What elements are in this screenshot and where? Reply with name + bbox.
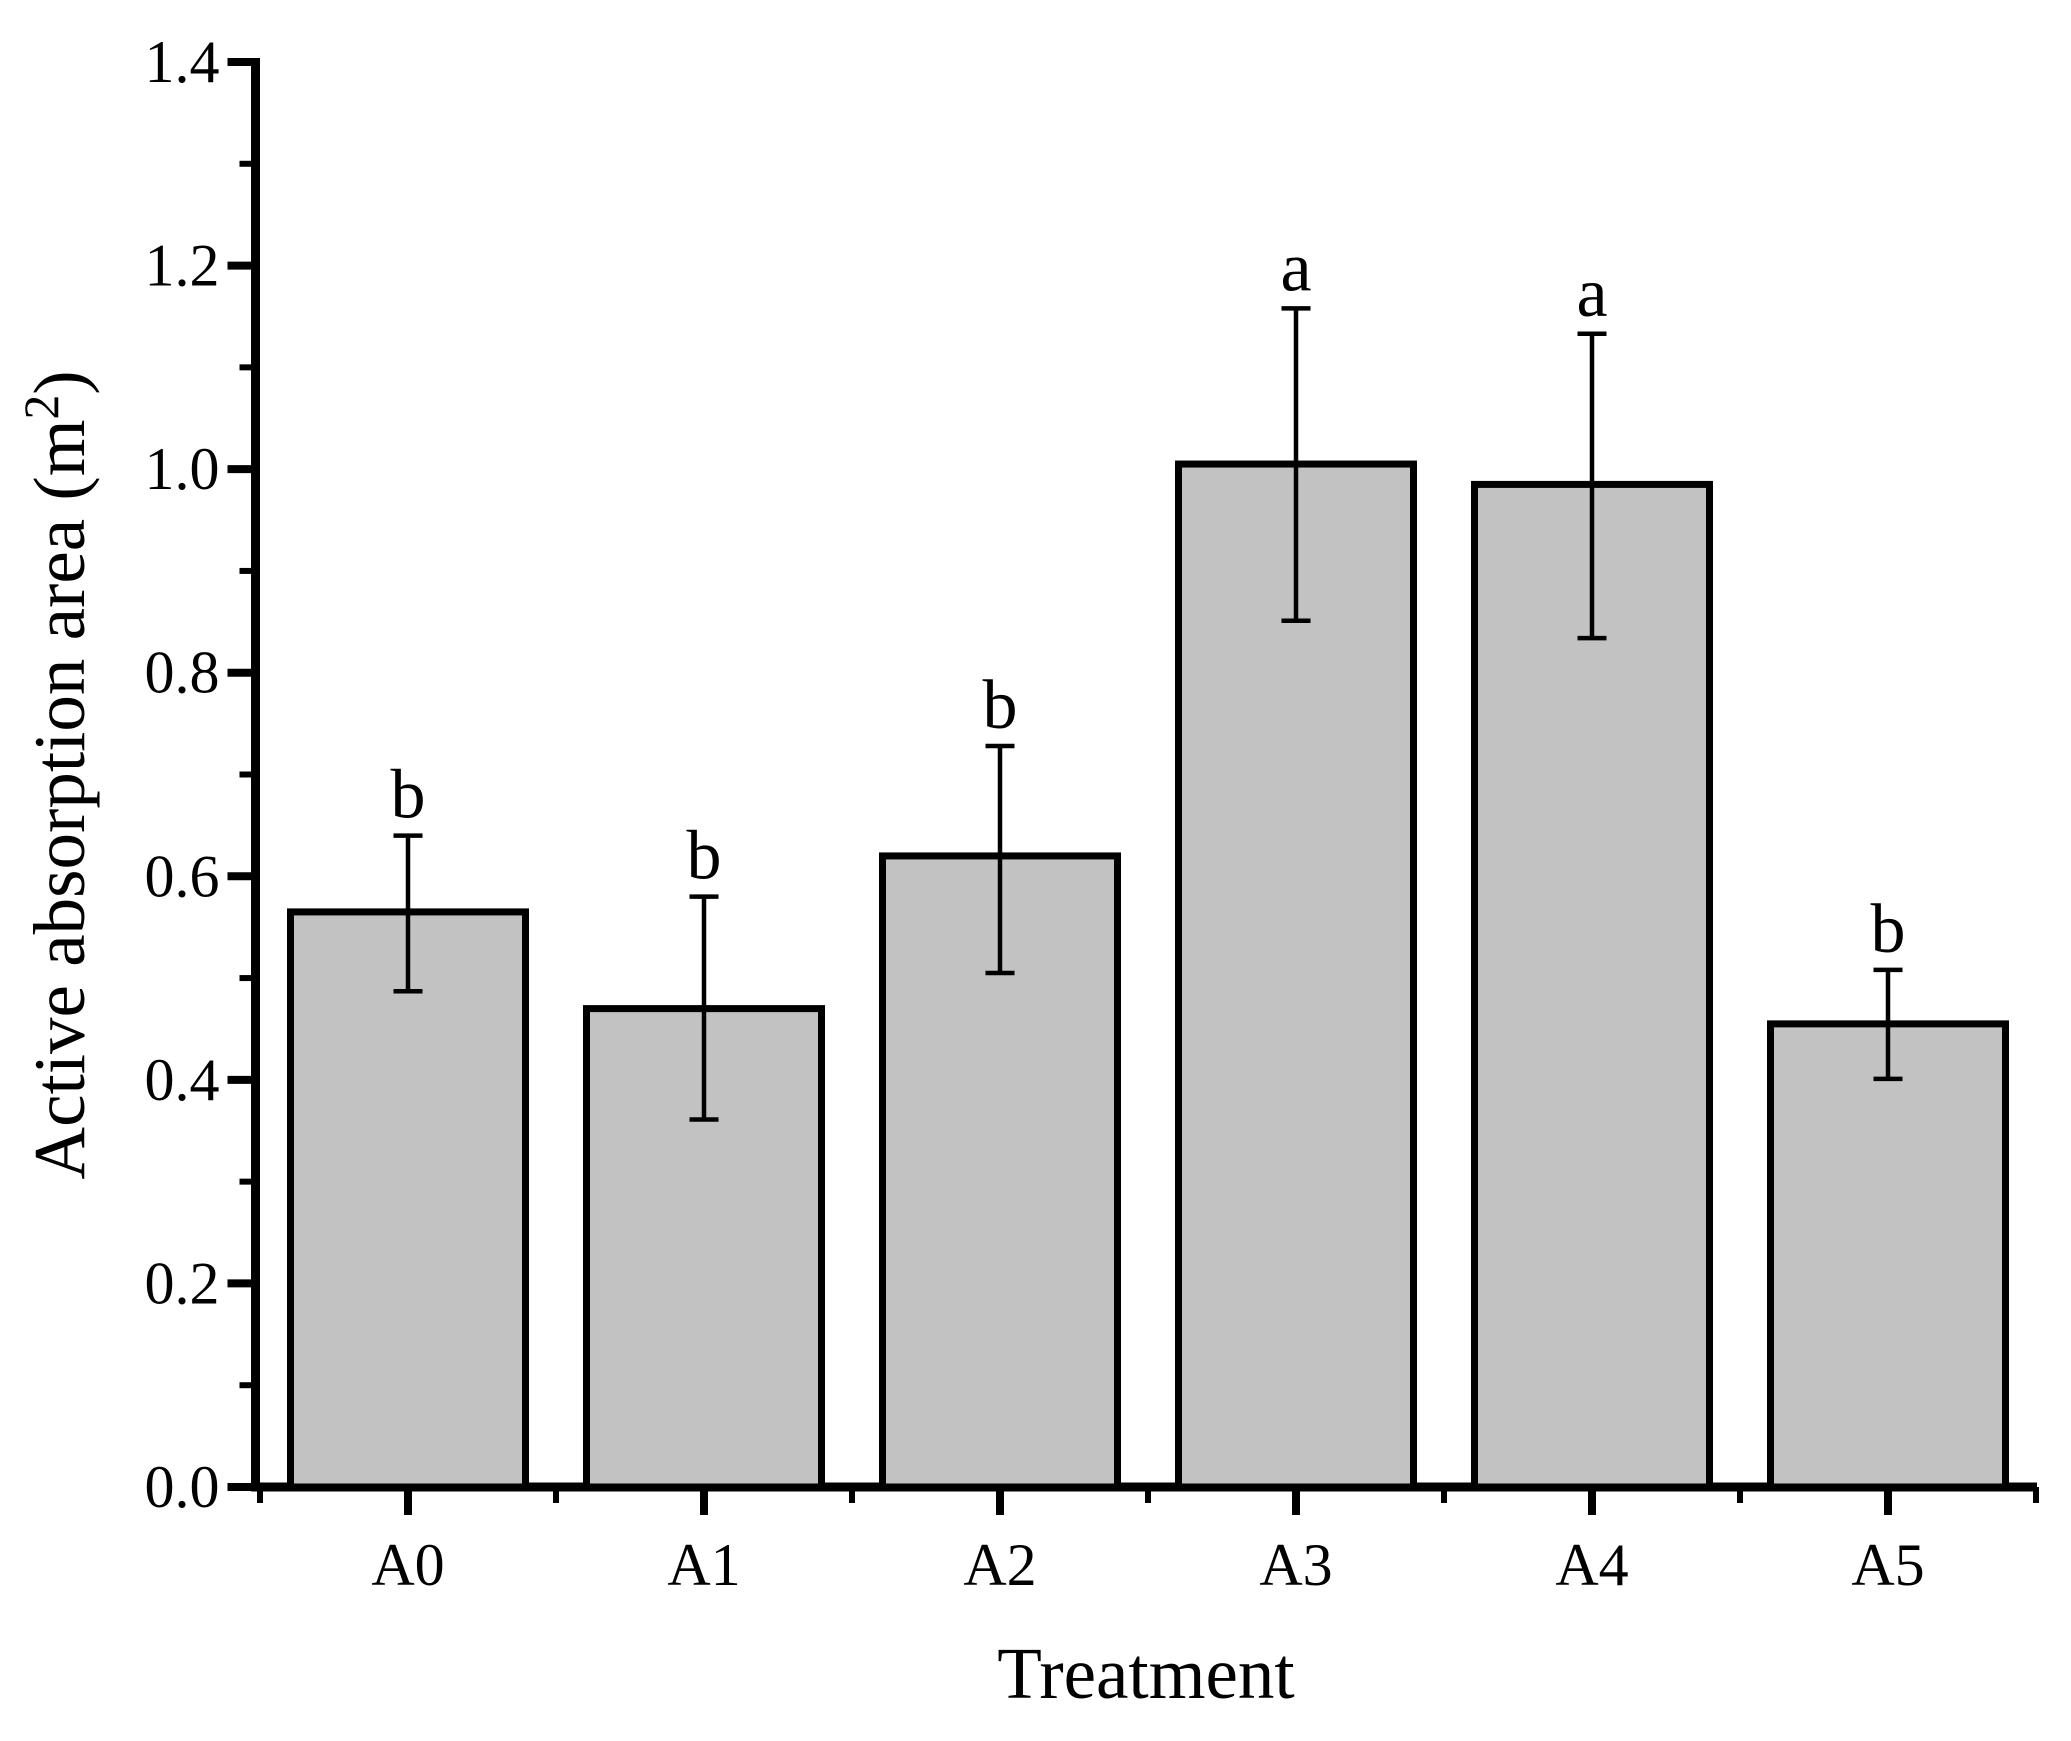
x-tick-label-A4: A4	[1555, 1532, 1628, 1598]
bar-A3	[1175, 460, 1417, 1491]
x-tick-label-A1: A1	[667, 1532, 740, 1598]
x-tick-label-A2: A2	[963, 1532, 1036, 1598]
x-tick-label-A5: A5	[1851, 1532, 1924, 1598]
bar-A5	[1767, 1020, 2009, 1491]
sig-letter-A5: b	[1871, 891, 1906, 968]
sig-letter-A2: b	[983, 667, 1018, 744]
y-tick-label: 0.2	[145, 1250, 220, 1316]
bar-A0	[287, 908, 529, 1491]
sig-letter-A0: b	[391, 757, 426, 834]
plot-area: 0.0 0.2 0.4 0.6 0.8 1.0 1.2 1.4 b A0 b A1 b A2 a A3 a A4 b…	[145, 29, 2039, 1598]
x-tick-label-A0: A0	[371, 1532, 444, 1598]
sig-letter-A4: a	[1576, 255, 1607, 332]
x-axis-title: Treatment	[997, 1633, 1294, 1714]
sig-letter-A1: b	[687, 818, 722, 895]
y-tick-label: 1.0	[145, 436, 220, 502]
y-tick-label: 0.4	[145, 1047, 220, 1113]
y-tick-label: 0.8	[145, 640, 220, 706]
y-tick-label: 0.6	[145, 843, 220, 909]
y-axis-title: Active absorption area (m2)	[14, 370, 100, 1179]
y-tick-label: 1.4	[145, 29, 220, 95]
x-tick-label-A3: A3	[1259, 1532, 1332, 1598]
sig-letter-A3: a	[1280, 229, 1311, 306]
y-tick-label: 0.0	[145, 1454, 220, 1520]
y-tick-label: 1.2	[145, 233, 220, 299]
bar-A4	[1471, 480, 1713, 1491]
